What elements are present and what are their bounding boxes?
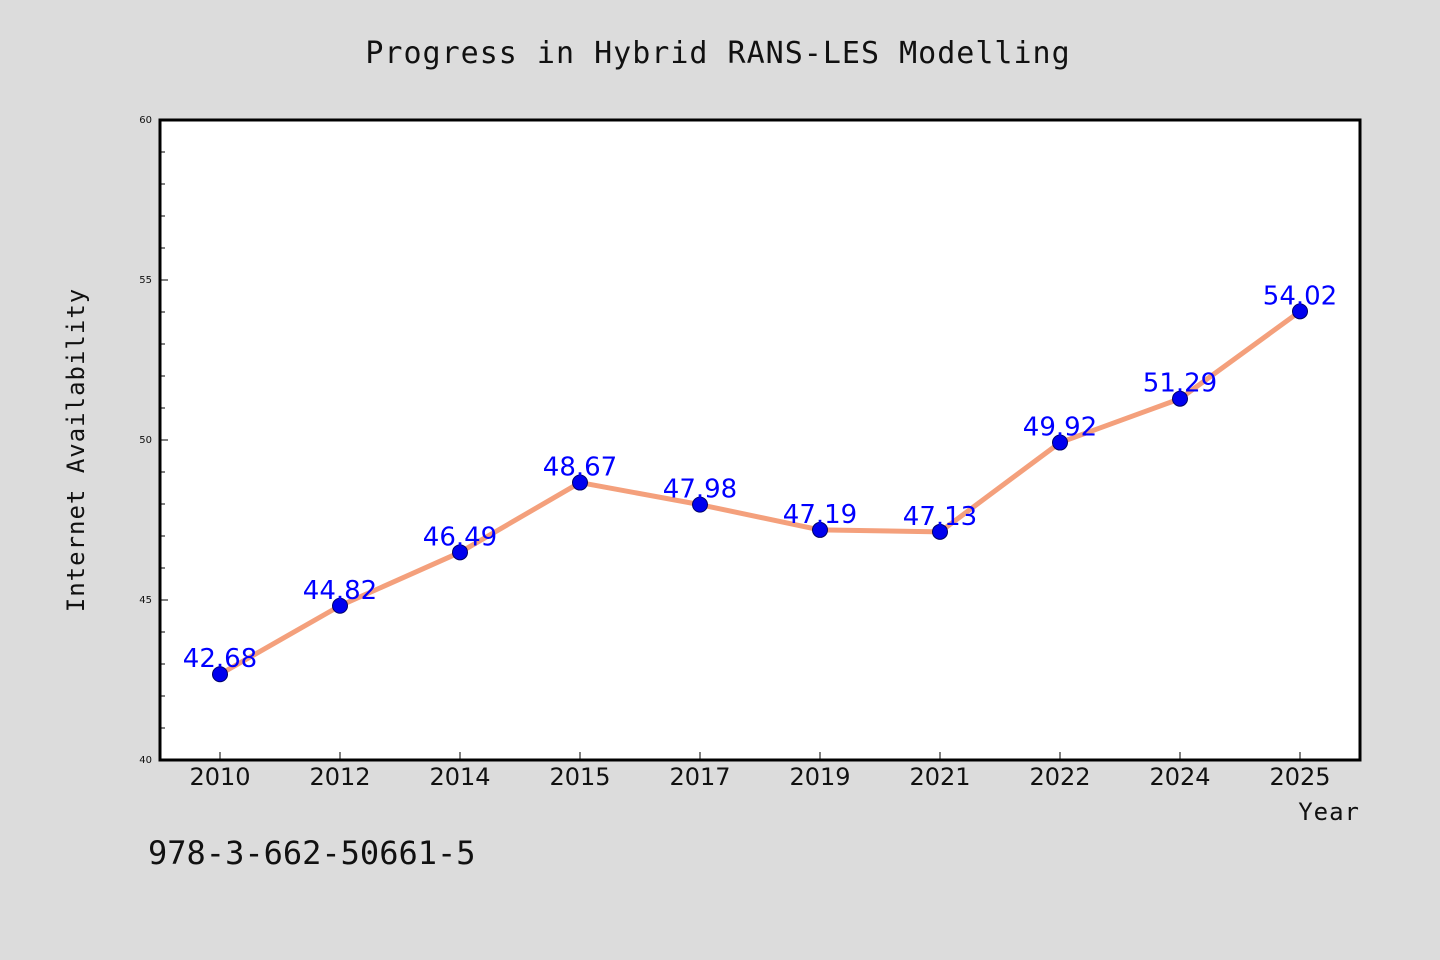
data-point <box>452 544 468 561</box>
y-tick-label: 60 <box>139 115 152 126</box>
data-point <box>932 523 948 540</box>
data-label: 47.19 <box>783 500 857 530</box>
series-line <box>217 308 1303 677</box>
y-axis-ticks: 40 45 50 55 60 <box>139 115 168 766</box>
y-tick-label: 50 <box>139 435 152 446</box>
y-minor-ticks <box>160 151 165 729</box>
data-point <box>1052 434 1068 451</box>
y-tick-label: 40 <box>139 755 152 766</box>
x-tick-label: 2012 <box>309 763 370 791</box>
data-label: 48.67 <box>543 453 617 483</box>
data-label: 54.02 <box>1263 281 1337 311</box>
data-point <box>1292 303 1308 320</box>
x-tick-label: 2017 <box>669 763 730 791</box>
data-labels: 42.68 44.82 46.49 48.67 47.98 47.19 47.13 49.92… <box>183 281 1337 674</box>
plot-area <box>158 118 1362 762</box>
x-tick-label: 2021 <box>909 763 970 791</box>
x-tick-label: 2022 <box>1029 763 1090 791</box>
data-label: 49.92 <box>1023 413 1097 443</box>
data-label: 46.49 <box>423 522 497 552</box>
x-tick-label: 2025 <box>1269 763 1330 791</box>
chart-title: Progress in Hybrid RANS-LES Modelling <box>365 36 1070 71</box>
x-tick-label: 2014 <box>429 763 490 791</box>
data-markers <box>212 303 1308 683</box>
data-point <box>212 666 228 683</box>
x-tick-label: 2019 <box>789 763 850 791</box>
data-point <box>332 597 348 614</box>
data-label: 47.13 <box>903 502 977 532</box>
y-axis-label: Internet Availability <box>62 288 90 612</box>
data-point <box>692 496 708 513</box>
x-axis-ticks: 2010 2012 2014 2015 2017 2019 2021 2022 2024 2025 <box>189 752 1331 791</box>
x-axis-label: Year <box>1298 798 1360 826</box>
y-tick-label: 45 <box>139 595 152 606</box>
data-point <box>1172 390 1188 407</box>
data-point <box>572 474 588 491</box>
data-label: 42.68 <box>183 644 257 674</box>
y-tick-label: 55 <box>139 275 152 286</box>
x-tick-label: 2015 <box>549 763 610 791</box>
data-label: 51.29 <box>1143 369 1217 399</box>
isbn-annotation: 978-3-662-50661-5 <box>148 834 476 872</box>
data-label: 47.98 <box>663 475 737 505</box>
data-label: 44.82 <box>303 576 377 606</box>
x-tick-label: 2010 <box>189 763 250 791</box>
x-tick-label: 2024 <box>1149 763 1210 791</box>
data-point <box>812 521 828 538</box>
